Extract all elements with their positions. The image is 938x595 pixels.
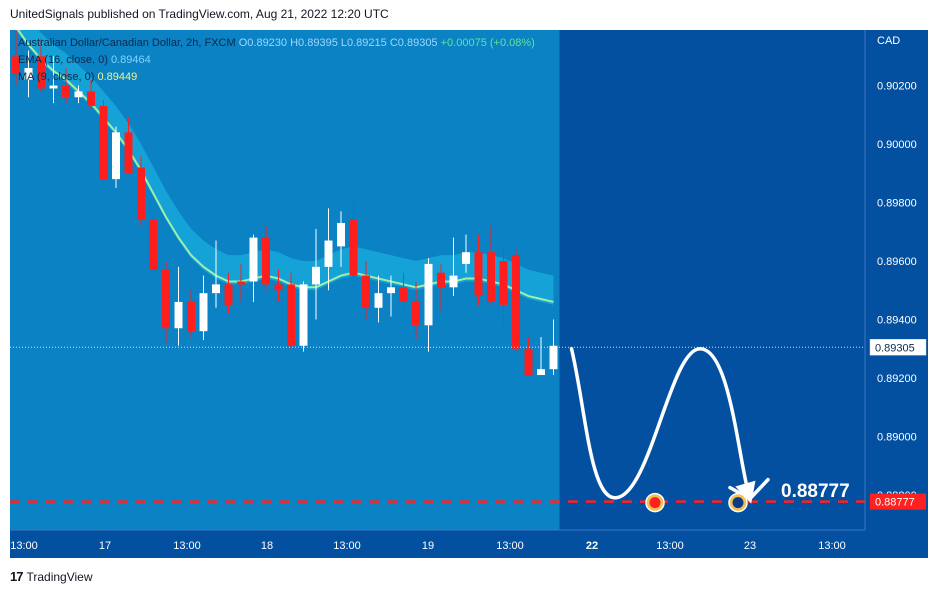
legend-ma-label: MA (9, close, 0) (18, 71, 95, 83)
x-tick-label: 22 (586, 540, 598, 552)
candle-body (24, 68, 33, 80)
candle-body (174, 301, 183, 329)
chart-legend: Australian Dollar/Canadian Dollar, 2h, F… (18, 35, 535, 86)
candle-body (137, 167, 145, 221)
candle-body (312, 266, 320, 285)
x-tick-label: 13:00 (656, 540, 684, 552)
legend-symbol-row: Australian Dollar/Canadian Dollar, 2h, F… (18, 35, 535, 52)
candle-body (249, 237, 258, 282)
candle-body (549, 345, 558, 370)
projection-path (569, 346, 756, 504)
x-tick-label: 13:00 (10, 540, 38, 552)
canada-flag-icon-inner (649, 497, 661, 509)
candle-body (324, 240, 333, 267)
candle-body (524, 348, 533, 376)
last-price-tag (869, 339, 927, 356)
y-tick-label: 0.89800 (877, 198, 917, 210)
tradingview-logo-icon: 17 (10, 569, 24, 584)
legend-ema-value: 0.89464 (110, 54, 151, 66)
candle-body (149, 220, 158, 270)
y-tick-label: 0.89000 (877, 431, 917, 443)
candle-body (362, 275, 370, 308)
y-tick-label: 0.89400 (877, 314, 917, 326)
candle-body (187, 301, 195, 332)
legend-ma-value: 0.89449 (97, 71, 138, 83)
legend-ema-label: EMA (16, close, 0) (18, 54, 108, 66)
candle-body (49, 85, 58, 89)
x-tick-label: 13:00 (333, 540, 361, 552)
legend-open: O0.89230 (238, 37, 288, 49)
tradingview-logo[interactable]: 17 TradingView (10, 569, 93, 584)
candle-body (274, 284, 283, 291)
candle-body (162, 269, 170, 329)
candle-body (87, 91, 95, 107)
candle-body (487, 252, 495, 302)
legend-low: L0.89215 (340, 37, 387, 49)
x-tick-label: 18 (261, 540, 273, 552)
x-tick-label: 13:00 (173, 540, 201, 552)
target-price-callout: 0.88777 (781, 481, 850, 502)
candle-body (237, 281, 245, 285)
candle-body (212, 284, 220, 294)
candle-body (62, 85, 70, 98)
candle-body (512, 255, 520, 349)
target-price-tag (870, 493, 926, 510)
legend-change: +0.00075 (+0.08%) (440, 37, 535, 49)
candle-body (374, 293, 383, 308)
legend-symbol: Australian Dollar/Canadian Dollar, 2h, F… (18, 37, 236, 49)
candle-body (262, 237, 270, 285)
legend-ema-row[interactable]: EMA (16, close, 0) 0.89464 (18, 52, 535, 69)
candle-body (74, 91, 83, 98)
candle-body (537, 369, 545, 376)
candle-body (99, 106, 108, 180)
x-tick-label: 13:00 (496, 540, 524, 552)
x-tick-label: 17 (99, 540, 111, 552)
candle-body (37, 56, 45, 89)
candle-body (224, 284, 233, 305)
projection-arrowhead (728, 477, 770, 501)
y-tick-label: 0.89200 (877, 373, 917, 385)
target-price-tag-label: 0.88777 (875, 497, 915, 509)
candle-body (399, 287, 408, 302)
legend-ma-row[interactable]: MA (9, close, 0) 0.89449 (18, 69, 535, 86)
x-tick-label: 23 (744, 540, 756, 552)
candle-body (112, 132, 120, 180)
last-price-tag-label: 0.89305 (875, 342, 915, 354)
chart-frame[interactable]: CAD 0.90200 0.90000 0.89800 0.89600 0.89400 0.… (10, 30, 928, 558)
candle-body (449, 275, 458, 288)
y-tick-label: 0.90000 (877, 139, 917, 151)
legend-close: C0.89305 (389, 37, 438, 49)
publisher-caption: UnitedSignals published on TradingView.c… (10, 7, 389, 21)
candle-body (499, 260, 508, 305)
candle-body (437, 272, 445, 288)
tradingview-brand-text: TradingView (26, 569, 93, 584)
y-tick-label: 0.90200 (877, 81, 917, 93)
candle-body (462, 252, 470, 264)
candle-body (387, 287, 395, 294)
x-tick-label: 13:00 (818, 540, 846, 552)
x-tick-label: 19 (422, 540, 434, 552)
y-tick-label: 0.89600 (877, 256, 917, 268)
candle-body (412, 301, 420, 326)
legend-high: H0.89395 (290, 37, 338, 49)
candle-body (12, 56, 20, 74)
candle-body (349, 220, 358, 276)
candle-body (474, 252, 483, 297)
candle-body (124, 132, 133, 174)
australia-flag-icon-inner (732, 497, 744, 509)
price-chart[interactable]: CAD 0.90200 0.90000 0.89800 0.89600 0.89400 0.… (10, 30, 928, 558)
candle-body (424, 263, 433, 326)
candle-body (199, 293, 208, 332)
currency-label: CAD (877, 35, 900, 47)
candle-body (299, 284, 308, 346)
candle-body (287, 284, 295, 346)
candle-body (337, 222, 345, 247)
